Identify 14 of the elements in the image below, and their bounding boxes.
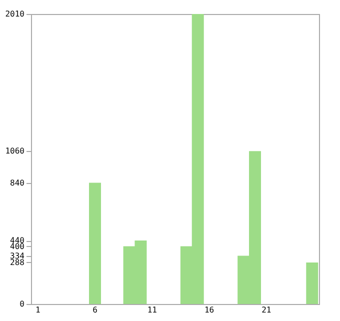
x-tick-label: 6	[92, 306, 98, 314]
x-tick-label: 11	[147, 306, 158, 314]
y-tick-label: 840	[10, 178, 25, 188]
bar	[89, 182, 101, 304]
y-tick-label: 2010	[5, 10, 25, 18]
y-tick-label: 0	[20, 300, 25, 308]
x-tick-label: 1	[35, 306, 40, 314]
y-tick-label: 400	[10, 242, 25, 251]
x-tick-label: 16	[204, 306, 214, 314]
y-tick-label: 288	[10, 258, 25, 267]
bar	[306, 262, 318, 304]
x-tick-label: 21	[262, 306, 272, 314]
y-tick-label: 334	[10, 251, 25, 260]
y-tick-label: 1060	[5, 146, 25, 156]
